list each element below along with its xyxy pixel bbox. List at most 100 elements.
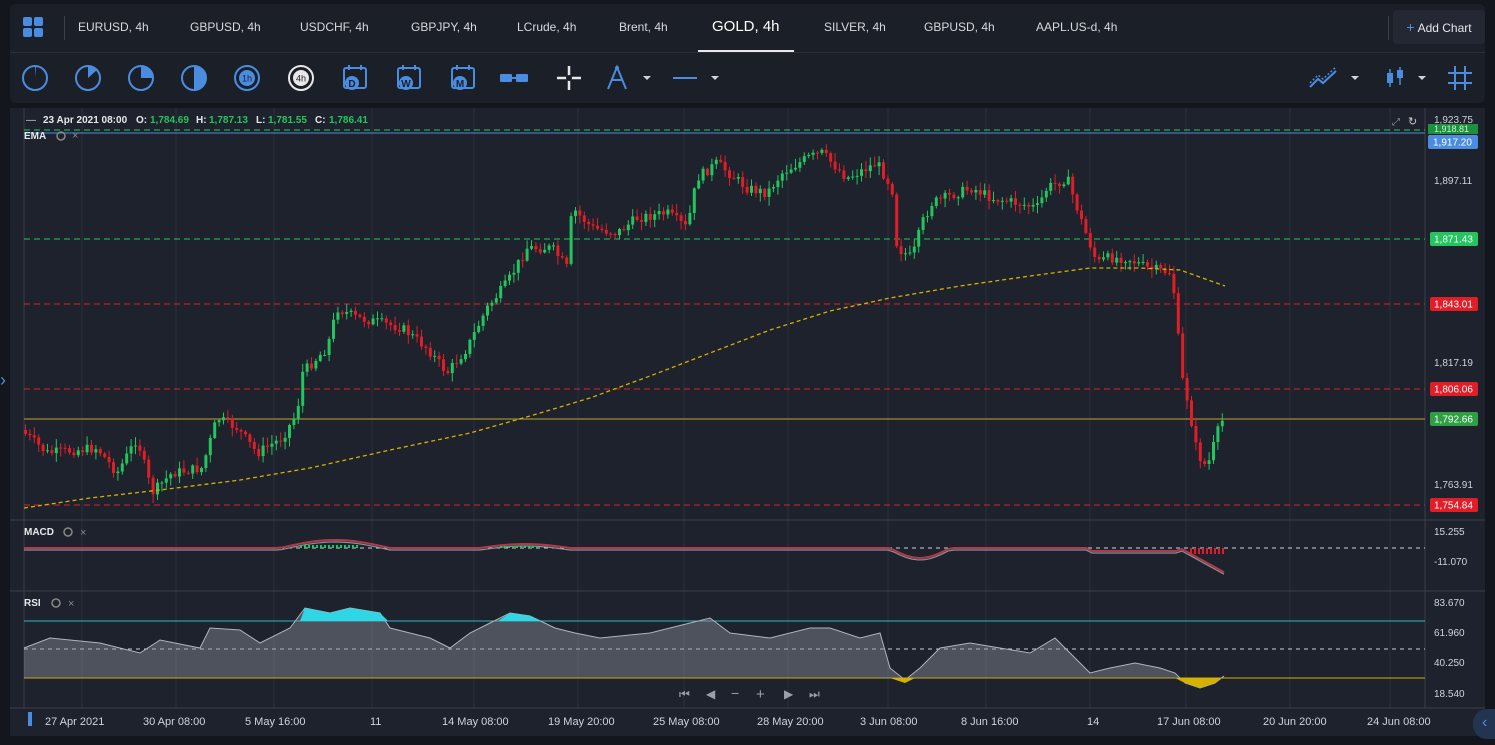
refresh-icon[interactable]: ↻ (1408, 116, 1417, 128)
timeframe-30m-button[interactable] (179, 63, 209, 93)
chevron-down-icon[interactable] (1415, 63, 1429, 93)
candle-body (437, 355, 441, 360)
rsi-close-icon[interactable]: × (68, 598, 74, 610)
candle-body (371, 318, 375, 325)
candle-body (1066, 176, 1070, 185)
expand-icon[interactable]: ⤢ (1392, 117, 1400, 128)
rsi-label[interactable]: RSI (24, 598, 41, 609)
rsi-overbought-fill (498, 613, 542, 621)
add-chart-button[interactable]: + Add Chart (1393, 10, 1485, 44)
crosshair-icon[interactable] (554, 63, 584, 93)
macd-histogram-bar (504, 546, 506, 548)
rsi-overbought-fill (300, 608, 388, 621)
time-tick: 11 (370, 716, 381, 728)
candle-body (125, 453, 129, 464)
time-scroll-handle[interactable] (28, 712, 32, 726)
candle-body (191, 465, 195, 474)
timeframe-5m-button[interactable] (73, 63, 103, 93)
ohlc-open-value: 1,784.69 (150, 115, 189, 126)
tab-7[interactable]: SILVER, 4h (824, 20, 886, 34)
macd-histogram-bar (1222, 548, 1224, 554)
candle-body (613, 234, 617, 236)
timeframe-4h-button[interactable]: 4h (286, 63, 316, 93)
time-tick: 28 May 20:00 (757, 716, 824, 728)
fit-chart-icon[interactable] (499, 63, 529, 93)
layout-grid-icon[interactable] (22, 16, 44, 38)
tab-3[interactable]: GBPJPY, 4h (411, 20, 477, 34)
candle-body (631, 216, 635, 225)
candle-body (283, 437, 287, 442)
candle-body (90, 444, 93, 453)
candle-body (1176, 293, 1180, 334)
candle-body (846, 177, 850, 179)
tab-0[interactable]: EURUSD, 4h (78, 20, 149, 34)
tab-6[interactable]: GOLD, 4h (698, 4, 794, 52)
candle-body (1154, 264, 1158, 270)
candle-body (398, 330, 401, 332)
candle-body (76, 450, 80, 456)
tab-8[interactable]: GBPUSD, 4h (924, 20, 995, 34)
go-end-icon[interactable]: ⏭ (809, 687, 820, 701)
timeframe-15m-button[interactable] (126, 63, 156, 93)
timeframe-monthly-button[interactable]: M (448, 63, 478, 93)
indicators-icon[interactable] (1308, 63, 1338, 93)
candle-body (178, 468, 181, 477)
tab-9[interactable]: AAPL.US-d, 4h (1036, 20, 1118, 34)
candle-body (1124, 262, 1127, 264)
line-style-icon[interactable] (670, 63, 700, 93)
candle-body (648, 213, 652, 220)
chevron-right-icon[interactable]: › (0, 370, 6, 390)
candle-body (1040, 197, 1044, 204)
macd-close-icon[interactable]: × (80, 527, 86, 539)
candle-body (244, 431, 247, 435)
chevron-down-icon[interactable] (1348, 63, 1362, 93)
legend-collapse[interactable]: — (26, 115, 36, 126)
ohlc-high-value: 1,787.13 (209, 115, 248, 126)
timeframe-1h-button[interactable]: 1h (232, 63, 262, 93)
rsi-settings-icon[interactable] (51, 598, 61, 608)
timeframe-weekly-button[interactable]: W (394, 63, 424, 93)
go-start-icon[interactable]: ⏮ (679, 687, 690, 701)
candle-body (72, 452, 76, 456)
macd-label[interactable]: MACD (24, 527, 54, 538)
chart-area[interactable]: — 23 Apr 2021 08:00 O: 1,784.69 H: 1,787… (10, 108, 1485, 736)
price-chart[interactable]: — 23 Apr 2021 08:00 O: 1,784.69 H: 1,787… (10, 108, 1485, 736)
candle-body (710, 164, 714, 176)
candle-body (442, 359, 445, 371)
candle-body (789, 169, 793, 173)
macd-histogram-bar (516, 546, 518, 548)
macd-settings-icon[interactable] (63, 527, 73, 537)
drawing-tools-icon[interactable] (602, 63, 632, 93)
candle-body (1053, 182, 1057, 184)
zoom-in-icon[interactable]: + (756, 686, 765, 703)
timeframe-1m-button[interactable] (20, 63, 50, 93)
ema-label[interactable]: EMA (24, 131, 46, 142)
candle-body (701, 168, 705, 181)
macd-signal-line (24, 541, 1225, 575)
candle-body (578, 210, 582, 216)
macd-histogram-bar (1190, 548, 1192, 554)
chevron-down-icon[interactable] (708, 63, 722, 93)
scroll-left-icon[interactable]: ◀ (706, 687, 716, 701)
timeframe-daily-button[interactable]: D (340, 63, 370, 93)
grid-toggle-icon[interactable] (1445, 63, 1475, 93)
candle-body (758, 188, 762, 194)
tab-5[interactable]: Brent, 4h (619, 20, 668, 34)
ema-close-icon[interactable]: × (72, 130, 78, 142)
ema-settings-icon[interactable] (56, 131, 66, 141)
candle-body (508, 274, 511, 281)
scroll-right-icon[interactable]: ▶ (784, 687, 794, 701)
candle-body (1132, 261, 1136, 264)
chevron-down-icon[interactable] (640, 63, 654, 93)
candle-body (1168, 273, 1171, 275)
tab-2[interactable]: USDCHF, 4h (300, 20, 369, 34)
rsi-tick: 18.540 (1434, 689, 1465, 700)
tab-4[interactable]: LCrude, 4h (517, 20, 577, 34)
candle-body (600, 228, 604, 230)
tab-1[interactable]: GBPUSD, 4h (190, 20, 261, 34)
zoom-out-icon[interactable]: − (731, 685, 739, 701)
side-panel-toggle[interactable]: ‹ (1473, 709, 1495, 739)
chart-type-candle-icon[interactable] (1380, 63, 1410, 93)
candle-body (292, 418, 296, 426)
candle-body (556, 245, 560, 257)
